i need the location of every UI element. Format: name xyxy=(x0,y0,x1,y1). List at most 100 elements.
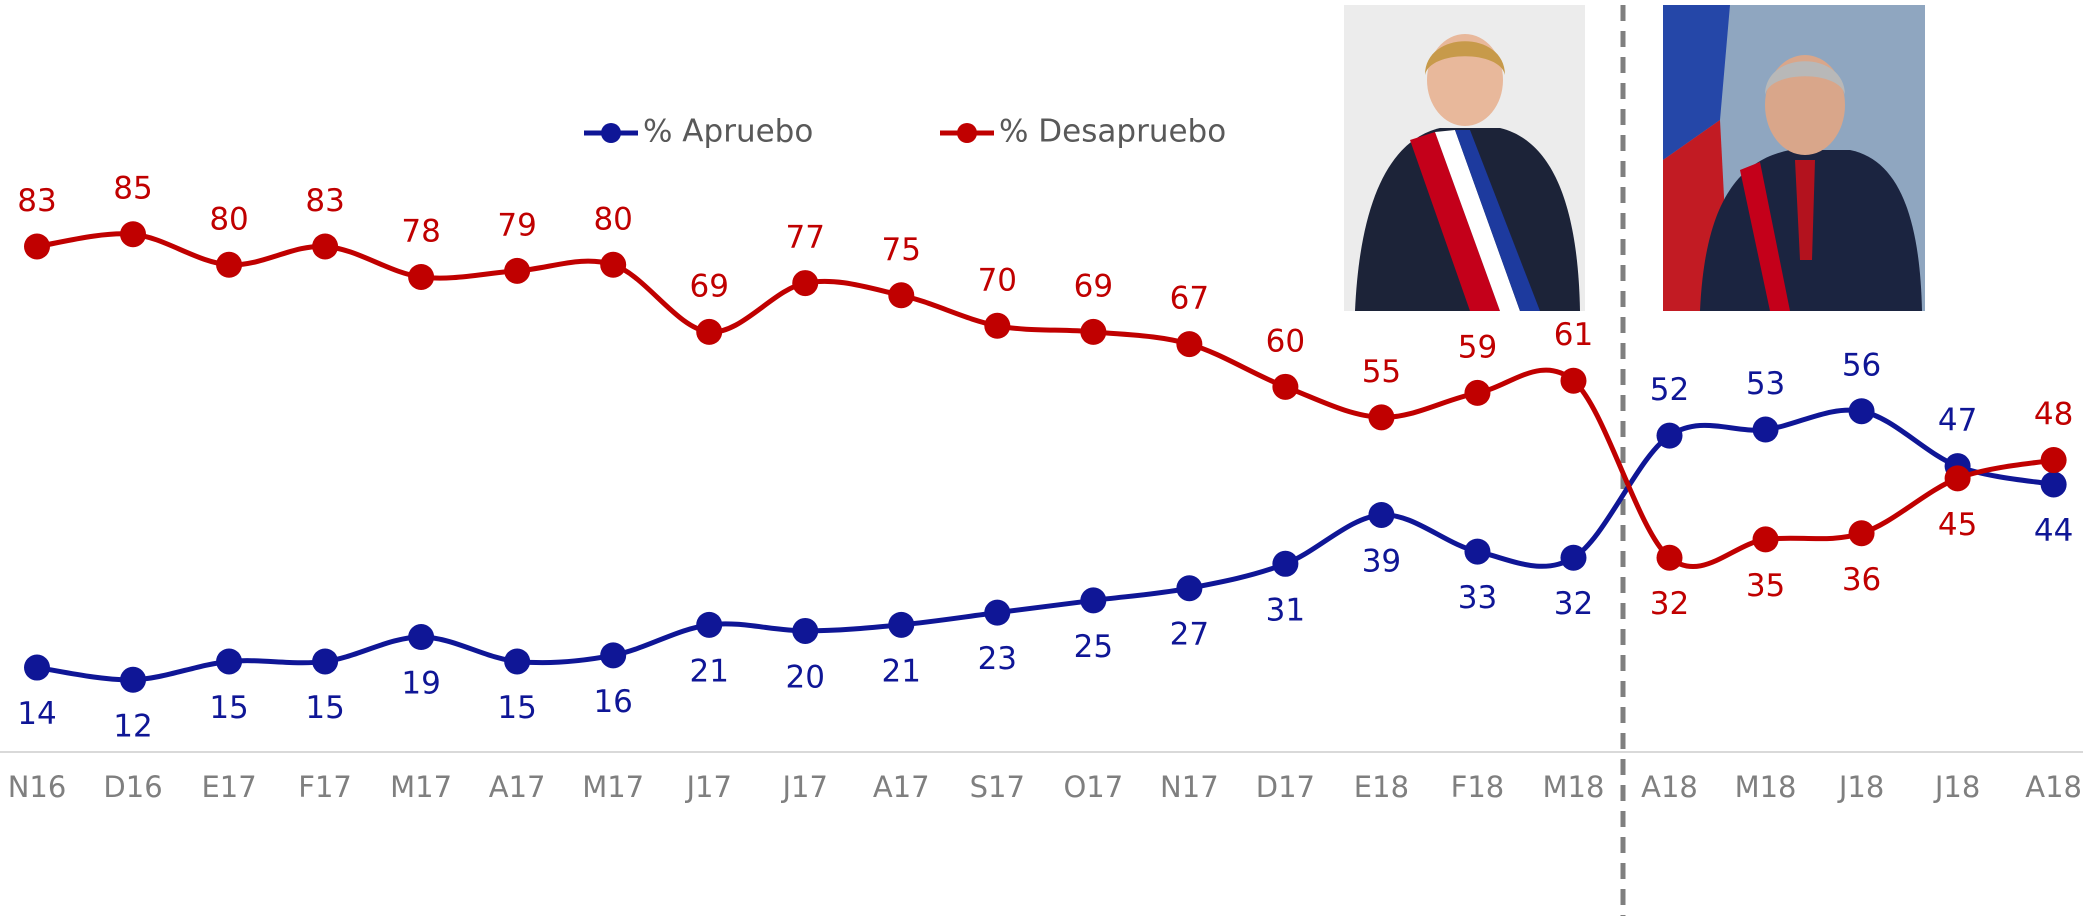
data-point xyxy=(216,252,242,278)
data-label: 12 xyxy=(113,708,152,744)
x-tick-label: E17 xyxy=(201,770,256,804)
data-label: 23 xyxy=(978,641,1017,677)
x-tick-label: E18 xyxy=(1354,770,1409,804)
data-label: 67 xyxy=(1170,281,1209,317)
data-label: 53 xyxy=(1746,366,1785,402)
data-point xyxy=(1080,319,1106,345)
data-label: 80 xyxy=(593,201,632,237)
data-point xyxy=(1753,526,1779,552)
data-label: 78 xyxy=(401,213,440,249)
data-point xyxy=(1849,520,1875,546)
data-point xyxy=(1080,587,1106,613)
x-tick-label: S17 xyxy=(970,770,1025,804)
x-tick-label: A18 xyxy=(1641,770,1698,804)
data-point xyxy=(696,319,722,345)
x-tick-label: D17 xyxy=(1256,770,1315,804)
data-point xyxy=(216,648,242,674)
data-label: 15 xyxy=(497,690,536,726)
x-tick-label: M18 xyxy=(1543,770,1605,804)
data-point xyxy=(984,600,1010,626)
data-label: 75 xyxy=(882,232,921,268)
data-label: 85 xyxy=(113,171,152,207)
legend-label: % Apruebo xyxy=(643,114,813,150)
legend: % Apruebo % Desapruebo xyxy=(584,114,1226,150)
data-label: 32 xyxy=(1650,586,1689,622)
data-point xyxy=(1368,502,1394,528)
data-point xyxy=(1849,398,1875,424)
data-label: 44 xyxy=(2034,513,2073,549)
data-label: 47 xyxy=(1938,403,1977,439)
data-point xyxy=(792,618,818,644)
data-point xyxy=(504,258,530,284)
data-point xyxy=(1272,374,1298,400)
x-tick-label: J18 xyxy=(1837,770,1884,804)
data-point xyxy=(1176,575,1202,601)
data-point xyxy=(1464,380,1490,406)
data-label: 61 xyxy=(1554,317,1593,353)
x-tick-label: N16 xyxy=(8,770,67,804)
data-point xyxy=(2041,471,2067,497)
data-point xyxy=(1945,465,1971,491)
data-point xyxy=(1368,404,1394,430)
data-point xyxy=(120,667,146,693)
data-label: 16 xyxy=(593,684,632,720)
data-point xyxy=(1657,545,1683,571)
data-point xyxy=(24,655,50,681)
data-point xyxy=(408,264,434,290)
x-tick-label: J17 xyxy=(684,770,731,804)
data-point xyxy=(888,612,914,638)
data-label: 83 xyxy=(17,183,56,219)
data-point xyxy=(600,252,626,278)
data-label: 52 xyxy=(1650,372,1689,408)
data-label: 33 xyxy=(1458,580,1497,616)
data-point xyxy=(408,624,434,650)
data-point xyxy=(1753,417,1779,443)
data-point xyxy=(312,648,338,674)
x-tick-label: J17 xyxy=(781,770,828,804)
data-point xyxy=(2041,447,2067,473)
x-tick-label: M17 xyxy=(390,770,452,804)
data-label: 35 xyxy=(1746,568,1785,604)
data-label: 20 xyxy=(786,659,825,695)
x-tick-label: A18 xyxy=(2025,770,2082,804)
data-label: 59 xyxy=(1458,329,1497,365)
x-tick-label: F18 xyxy=(1451,770,1505,804)
data-label: 60 xyxy=(1266,323,1305,359)
data-label: 70 xyxy=(978,262,1017,298)
x-tick-label: O17 xyxy=(1063,770,1123,804)
data-point xyxy=(1464,539,1490,565)
x-tick-label: N17 xyxy=(1160,770,1219,804)
data-point xyxy=(600,642,626,668)
data-point xyxy=(792,270,818,296)
x-tick-label: J18 xyxy=(1933,770,1980,804)
data-point xyxy=(120,221,146,247)
data-point xyxy=(1560,545,1586,571)
data-label: 21 xyxy=(689,653,728,689)
data-point xyxy=(24,233,50,259)
data-label: 69 xyxy=(1074,268,1113,304)
legend-marker xyxy=(601,123,621,143)
data-label: 15 xyxy=(305,690,344,726)
photo-right xyxy=(1663,5,1925,311)
data-point xyxy=(312,233,338,259)
photo-left xyxy=(1344,5,1585,311)
data-label: 32 xyxy=(1554,586,1593,622)
data-label: 27 xyxy=(1170,617,1209,653)
data-label: 36 xyxy=(1842,562,1881,598)
data-label: 55 xyxy=(1362,354,1401,390)
data-label: 48 xyxy=(2034,397,2073,433)
data-label: 77 xyxy=(786,220,825,256)
data-point xyxy=(984,313,1010,339)
data-point xyxy=(1560,368,1586,394)
x-tick-label: D16 xyxy=(103,770,162,804)
data-label: 69 xyxy=(689,268,728,304)
legend-marker xyxy=(957,123,977,143)
data-label: 19 xyxy=(401,666,440,702)
x-tick-label: A17 xyxy=(873,770,930,804)
x-tick-label: M17 xyxy=(582,770,644,804)
x-tick-label: M18 xyxy=(1735,770,1797,804)
data-label: 21 xyxy=(882,653,921,689)
data-label: 83 xyxy=(305,183,344,219)
x-tick-label: A17 xyxy=(489,770,546,804)
legend-label: % Desapruebo xyxy=(999,114,1226,150)
